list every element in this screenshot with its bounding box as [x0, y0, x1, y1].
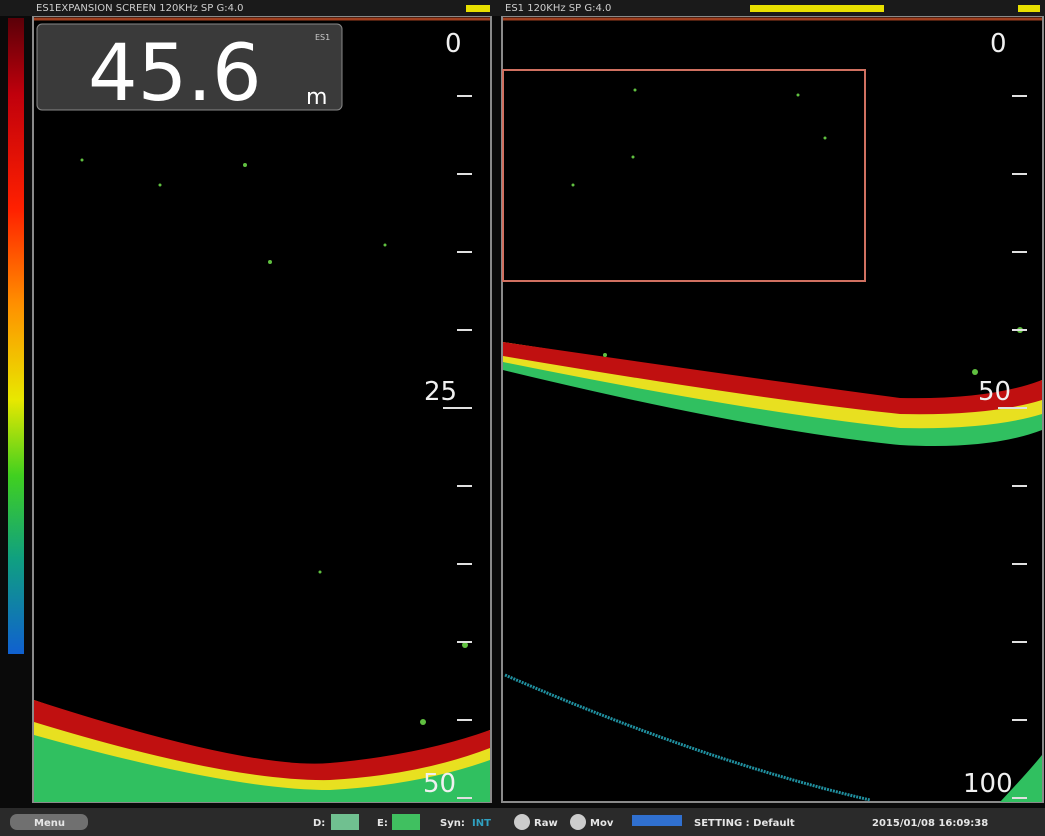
- depth-source: ES1: [315, 33, 330, 42]
- setting: SETTING : Default: [694, 818, 795, 829]
- datetime: 2015/01/08 16:09:38: [872, 818, 988, 829]
- setting-icon: [632, 815, 682, 826]
- scale-label: 0: [445, 29, 462, 59]
- scale-label: 100: [963, 769, 1013, 799]
- mov-label: Mov: [590, 818, 614, 829]
- raw-label: Raw: [534, 818, 558, 829]
- scale-label: 50: [423, 769, 456, 799]
- indicator: [1018, 5, 1040, 12]
- sonar-screen: ES1EXPANSION SCREEN 120KHz SP G:4.0 ES1 …: [0, 0, 1045, 836]
- left-header: ES1EXPANSION SCREEN 120KHz SP G:4.0: [36, 3, 243, 14]
- scale-label: 50: [978, 377, 1011, 407]
- left-panel: [33, 16, 491, 802]
- sync-value: INT: [472, 818, 491, 829]
- sync-label: Syn:: [440, 818, 465, 829]
- raw-toggle[interactable]: [514, 814, 530, 830]
- scale-label: 25: [424, 377, 457, 407]
- menu-label[interactable]: Menu: [34, 818, 65, 829]
- indicator: [750, 5, 884, 12]
- e-label: E:: [377, 818, 388, 829]
- e-swatch[interactable]: [392, 814, 420, 830]
- display: ES1EXPANSION SCREEN 120KHz SP G:4.0 ES1 …: [0, 0, 1045, 836]
- d-label: D:: [313, 818, 325, 829]
- depth-value: 45.6: [88, 29, 262, 119]
- indicator: [466, 5, 490, 12]
- right-header: ES1 120KHz SP G:4.0: [505, 3, 611, 14]
- mov-toggle[interactable]: [570, 814, 586, 830]
- scale-label: 0: [990, 29, 1007, 59]
- color-scale: [8, 18, 24, 654]
- d-swatch[interactable]: [331, 814, 359, 830]
- depth-unit: m: [306, 85, 327, 110]
